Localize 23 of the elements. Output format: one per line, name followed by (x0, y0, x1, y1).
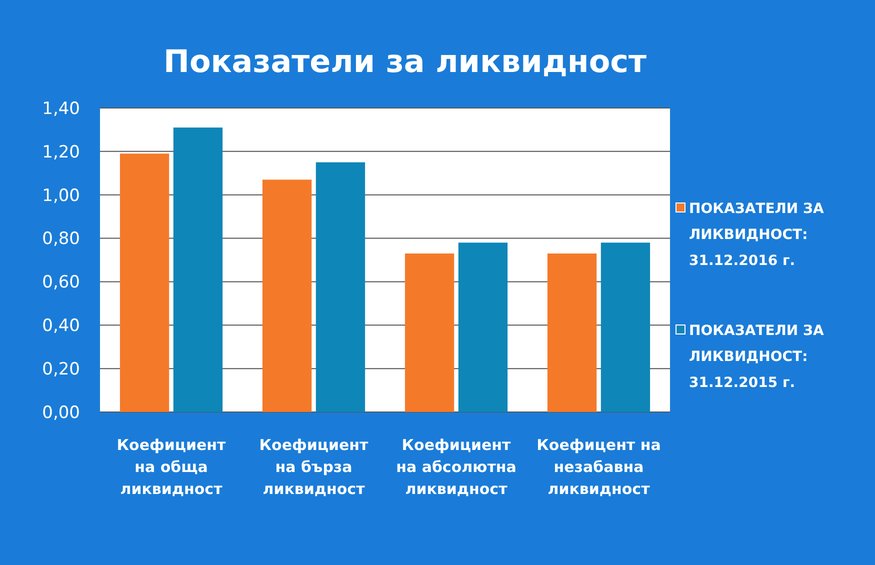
y-tick-label: 0,80 (42, 229, 80, 250)
y-tick-label: 0,60 (42, 272, 80, 293)
chart-title: Показатели за ликвидност (164, 44, 647, 80)
bar (458, 242, 508, 412)
bar (173, 128, 223, 412)
x-tick-label: Коефициент на абсолютна ликвидност (396, 436, 516, 498)
y-tick-label: 1,40 (42, 98, 80, 119)
bar (547, 253, 597, 412)
y-tick-label: 0,20 (42, 360, 80, 380)
x-tick-label: Коефициент на бърза ликвидност (259, 436, 369, 498)
legend-label: ПОКАЗАТЕЛИ ЗА ЛИКВИДНОСТ: 31.12.2016 г. (689, 201, 824, 269)
x-tick-label: Коефицент на незабавна ликвидност (536, 436, 661, 498)
y-tick-label: 0,40 (42, 316, 80, 336)
legend-label: ПОКАЗАТЕЛИ ЗА ЛИКВИДНОСТ: 31.12.2015 г. (689, 323, 824, 391)
y-tick-label: 1,00 (42, 186, 80, 206)
bar (262, 180, 312, 412)
y-tick-label: 1,20 (42, 142, 80, 162)
x-tick-label: Коефициент на обща ликвидност (116, 436, 226, 498)
bar (600, 242, 650, 412)
bar (404, 253, 454, 412)
bar (120, 154, 170, 412)
y-tick-label: 0,00 (42, 402, 80, 423)
bar (316, 162, 366, 412)
